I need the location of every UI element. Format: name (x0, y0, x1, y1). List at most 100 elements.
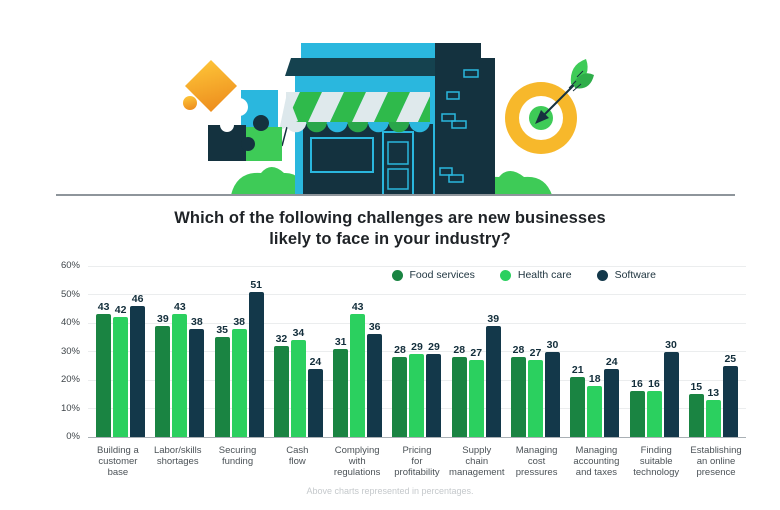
bar (189, 328, 205, 437)
legend-label: Software (614, 269, 656, 281)
bar (290, 340, 306, 437)
bar-with-label: 24 (307, 355, 323, 437)
gridline (88, 322, 746, 324)
bar-value-label: 29 (428, 341, 440, 354)
bar-value-label: 46 (131, 292, 144, 305)
bar-group: 39 43 38 (150, 301, 209, 437)
bar-with-label: 28 (510, 344, 526, 437)
bar-group: 28 27 39 (447, 313, 506, 437)
bar-with-label: 29 (409, 341, 425, 437)
chart-legend: Food services Health care Software (391, 269, 656, 281)
bar-with-label: 21 (570, 364, 586, 437)
bar-value-label: 28 (394, 344, 406, 357)
bar (333, 348, 349, 437)
awning-icon (279, 92, 430, 147)
bar-group: 35 38 51 (210, 279, 269, 437)
legend-label: Food services (409, 269, 475, 281)
bar-with-label: 39 (485, 312, 501, 437)
bar (96, 314, 112, 437)
bar-value-label: 34 (292, 327, 305, 340)
bar-with-label: 46 (130, 292, 146, 437)
bar-value-label: 18 (588, 372, 601, 385)
bar-with-label: 36 (367, 321, 383, 437)
bar-with-label: 43 (350, 301, 366, 437)
y-tick-label: 10% (60, 402, 80, 414)
bar (130, 305, 146, 437)
bar-with-label: 16 (629, 378, 645, 437)
bar (307, 368, 323, 437)
bar-value-label: 43 (174, 301, 186, 314)
bar (248, 291, 264, 437)
bar-value-label: 15 (690, 381, 703, 394)
chart-footnote: Above charts represented in percentages. (306, 486, 474, 496)
bar-value-label: 38 (191, 315, 203, 328)
bar-with-label: 16 (646, 378, 662, 437)
bar-with-label: 31 (333, 335, 349, 437)
bar-with-label: 28 (451, 344, 467, 437)
y-tick-label: 20% (60, 374, 80, 385)
bar-value-label: 32 (275, 332, 288, 345)
x-axis-label: Managing cost pressures (515, 445, 558, 479)
x-axis-label: Cash flow (286, 445, 309, 468)
bar-with-label: 30 (663, 338, 679, 437)
bar-with-label: 25 (722, 353, 738, 437)
bar (688, 394, 704, 437)
bar (646, 391, 662, 437)
bar-value-label: 24 (309, 355, 322, 368)
bar-value-label: 31 (334, 335, 347, 348)
y-tick-label: 30% (60, 345, 80, 357)
y-tick-label: 40% (60, 317, 80, 328)
bar-value-label: 43 (97, 301, 110, 314)
legend-item: Health care (499, 269, 572, 281)
bar-value-label: 36 (368, 321, 381, 334)
bar-value-label: 39 (157, 312, 169, 325)
bar-group: 21 18 24 (565, 356, 624, 437)
bar-value-label: 28 (512, 344, 525, 357)
bar-value-label: 27 (529, 347, 542, 360)
bar (113, 317, 129, 437)
bar-with-label: 51 (248, 279, 264, 437)
title-line-1: Which of the following challenges are ne… (174, 209, 606, 227)
x-axis-label: Labor/skills shortages (153, 445, 202, 468)
bar-with-label: 42 (113, 304, 129, 437)
bar-value-label: 29 (411, 341, 423, 354)
bar (231, 328, 247, 437)
gridline (88, 294, 746, 295)
x-axis-label: Finding suitable technology (633, 445, 680, 479)
bar-with-label: 35 (214, 324, 230, 437)
bar-group: 15 13 25 (684, 353, 743, 437)
bar-with-label: 30 (544, 338, 560, 437)
y-axis: 0% 10% 20% 30% 40% 50% 60% (40, 260, 80, 442)
x-axis-line (88, 436, 746, 438)
bar-value-label: 30 (665, 338, 677, 351)
x-axis-label: Securing funding (218, 445, 257, 468)
bar-group: 28 27 30 (506, 338, 565, 437)
gridline (88, 265, 746, 267)
bar-value-label: 30 (546, 338, 559, 351)
bar-value-label: 16 (631, 378, 643, 391)
bar-with-label: 32 (273, 332, 289, 437)
brick-building-icon (435, 43, 495, 195)
bar (273, 345, 289, 437)
bar-value-label: 42 (114, 304, 127, 317)
legend-label: Health care (517, 269, 572, 281)
bar-value-label: 39 (487, 312, 500, 325)
y-tick-label: 50% (60, 288, 80, 300)
bar-value-label: 43 (351, 301, 364, 314)
bush-icon (231, 167, 306, 195)
bar (468, 360, 484, 437)
bar-group: 28 29 29 (387, 341, 446, 437)
bar (367, 334, 383, 437)
bar-with-label: 38 (189, 315, 205, 437)
legend-dot (499, 269, 511, 281)
x-axis: Building a customer base Labor/skills sho… (88, 445, 746, 479)
bar-with-label: 38 (231, 316, 247, 437)
x-axis-label: Managing accounting and taxes (573, 445, 620, 479)
bar-value-label: 13 (707, 386, 720, 399)
bar-value-label: 16 (648, 378, 660, 391)
bar-value-label: 27 (470, 347, 483, 360)
bar (172, 314, 188, 437)
x-axis-label: Building a customer base (97, 445, 139, 479)
bar-with-label: 24 (604, 356, 620, 437)
bar (485, 325, 501, 437)
